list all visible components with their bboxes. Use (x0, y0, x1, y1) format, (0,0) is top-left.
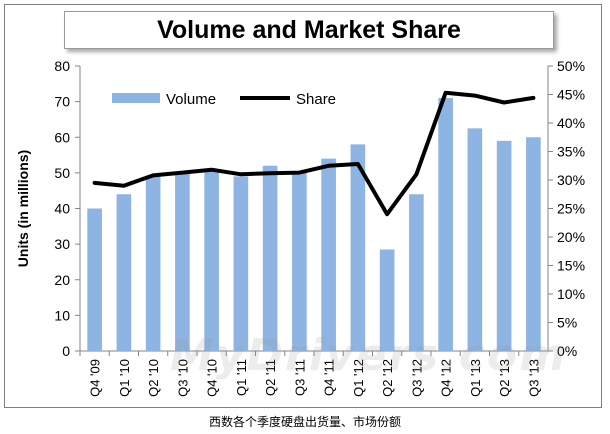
y-tick-label: 80 (54, 58, 70, 74)
x-tick-label: Q4 '09 (88, 359, 103, 397)
volume-bar (87, 208, 102, 351)
x-tick-label: Q2 '10 (146, 359, 161, 397)
volume-bar (292, 172, 307, 351)
volume-bar (526, 137, 541, 351)
y2-tick-label: 25% (557, 201, 585, 217)
x-tick-label: Q1 '11 (234, 359, 249, 396)
y2-tick-label: 30% (557, 172, 585, 188)
volume-bar (233, 176, 249, 351)
y-tick-label: 30 (54, 236, 70, 252)
y2-tick-label: 15% (557, 258, 585, 274)
x-tick-label: Q3 '10 (175, 359, 190, 397)
x-tick-label: Q3 '13 (526, 359, 541, 397)
y2-tick-label: 5% (557, 315, 577, 331)
volume-bar (175, 172, 190, 351)
y-tick-label: 60 (54, 129, 70, 145)
volume-bar (350, 144, 366, 351)
x-tick-label: Q2 '11 (263, 359, 278, 396)
volume-bar (467, 128, 483, 351)
x-ticks: Q4 '09 Q1 '10 Q2 '10 Q3 '10 Q4 '10 Q1 '11 Q2 '… (79, 351, 541, 397)
x-tick-label: Q4 '11 (322, 359, 337, 396)
y2-tick-label: 0% (557, 343, 577, 359)
chart-title-box: Volume and Market Share (64, 11, 554, 49)
chart-title: Volume and Market Share (157, 15, 461, 44)
y2-tick-label: 40% (557, 115, 585, 131)
y-axis-label: Units (in millions) (15, 150, 31, 267)
y-ticks-left: 0 10 20 30 40 50 60 70 80 (54, 58, 80, 359)
y2-tick-label: 45% (557, 87, 585, 103)
x-tick-label: Q3 '12 (409, 359, 424, 397)
x-tick-label: Q1 '12 (351, 359, 366, 397)
volume-bar (379, 249, 395, 351)
legend-volume-label: Volume (166, 91, 216, 108)
volume-bar (145, 176, 161, 351)
x-tick-label: Q4 '12 (439, 359, 454, 397)
y-ticks-right: 0% 5% 10% 15% 20% 25% 30% 35% 40% 45% 50% (548, 58, 585, 359)
y-tick-label: 0 (62, 343, 70, 359)
y-tick-label: 10 (54, 307, 70, 323)
y-tick-label: 20 (54, 272, 70, 288)
volume-bar (409, 194, 424, 351)
volume-bar (321, 158, 336, 351)
share-line (92, 90, 536, 217)
legend: Volume Share (112, 91, 336, 108)
figure-caption: 西数各个季度硬盘出货量、市场份额 (208, 415, 401, 429)
y2-tick-label: 20% (557, 229, 585, 245)
volume-bar (496, 140, 512, 351)
y-tick-label: 50 (54, 165, 70, 181)
y-tick-label: 70 (54, 94, 70, 110)
volume-bar (116, 194, 132, 351)
x-tick-label: Q2 '12 (380, 359, 395, 397)
x-tick-label: Q3 '11 (292, 359, 307, 396)
volume-bar (204, 169, 219, 351)
x-tick-label: Q1 '10 (117, 359, 132, 397)
legend-volume-swatch (112, 93, 160, 103)
volume-bars (87, 98, 541, 351)
x-tick-label: Q1 '13 (468, 359, 483, 397)
y2-tick-label: 35% (557, 144, 585, 160)
x-tick-label: Q4 '10 (205, 359, 220, 397)
volume-bar (262, 165, 278, 351)
y2-tick-label: 10% (557, 286, 585, 302)
volume-bar (438, 98, 453, 351)
y2-tick-label: 50% (557, 58, 585, 74)
y-tick-label: 40 (54, 201, 70, 217)
legend-share-label: Share (296, 91, 336, 108)
x-tick-label: Q2 '13 (497, 359, 512, 397)
